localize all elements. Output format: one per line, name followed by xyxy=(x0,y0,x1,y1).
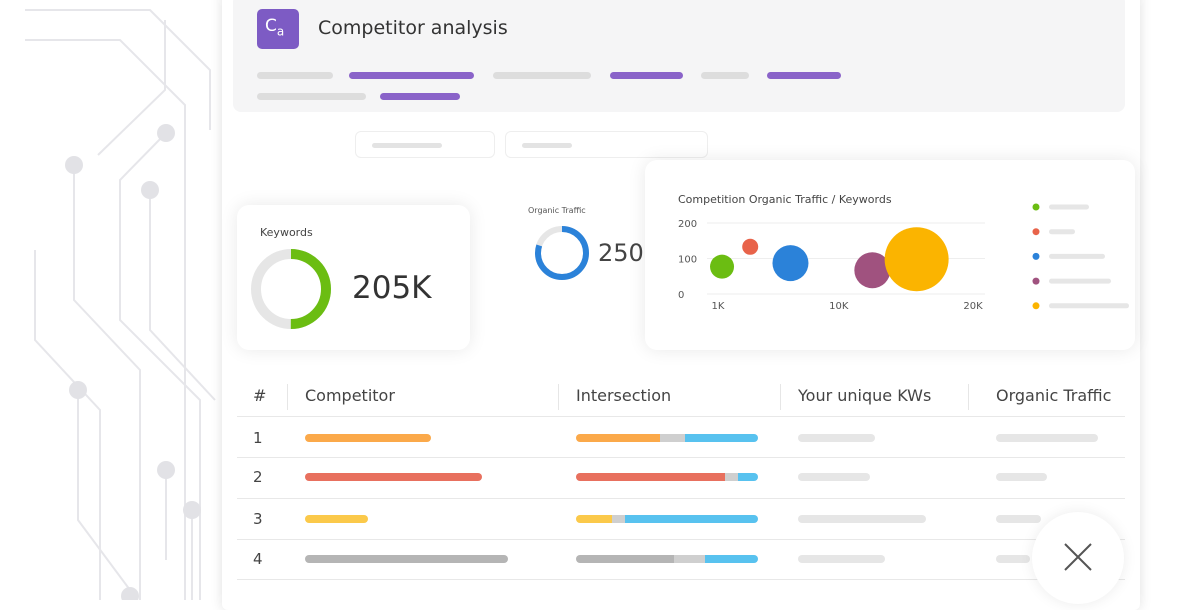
row-divider xyxy=(237,539,1125,540)
organic-traffic-placeholder xyxy=(996,515,1041,523)
legend-label-placeholder xyxy=(1049,278,1111,284)
intersection-segment xyxy=(625,515,758,523)
chart-title: Competition Organic Traffic / Keywords xyxy=(678,193,892,206)
unique-kws-placeholder xyxy=(798,515,926,523)
organic-traffic-placeholder xyxy=(996,473,1048,481)
close-button[interactable] xyxy=(1032,512,1124,604)
placeholder-bar xyxy=(701,72,749,79)
column-divider xyxy=(780,384,781,410)
legend-label-placeholder xyxy=(1049,204,1089,210)
legend-dot xyxy=(1032,228,1040,236)
keywords-label: Keywords xyxy=(260,226,313,239)
circuit-decoration xyxy=(25,9,216,600)
organic-traffic-label: Organic Traffic xyxy=(528,206,586,215)
row-number: 1 xyxy=(253,429,263,447)
organic-traffic-donut xyxy=(535,226,589,280)
intersection-segment xyxy=(576,434,660,442)
column-divider xyxy=(287,384,288,410)
intersection-segment xyxy=(685,434,758,442)
x-tick-label: 20K xyxy=(963,301,983,312)
filter-input[interactable] xyxy=(355,131,495,158)
intersection-segment xyxy=(674,555,706,563)
row-divider xyxy=(237,498,1125,499)
column-header-number: # xyxy=(253,386,267,405)
bubble[interactable] xyxy=(854,252,891,289)
unique-kws-placeholder xyxy=(798,473,870,481)
column-divider xyxy=(558,384,559,410)
tag-link[interactable] xyxy=(349,72,474,79)
intersection-segment xyxy=(705,555,758,563)
column-header-unique-kws[interactable]: Your unique KWs xyxy=(798,386,932,405)
bubble[interactable] xyxy=(742,238,759,255)
competitor-bar[interactable] xyxy=(305,473,483,481)
competitor-bar[interactable] xyxy=(305,434,432,442)
competitor-bar[interactable] xyxy=(305,555,508,563)
legend-dot xyxy=(1032,252,1040,260)
y-tick-label: 0 xyxy=(678,290,684,301)
legend-dot xyxy=(1032,203,1040,211)
keywords-donut xyxy=(251,249,331,329)
column-divider xyxy=(968,384,969,410)
legend-dot xyxy=(1032,277,1040,285)
placeholder-bar xyxy=(257,72,333,79)
placeholder-bar xyxy=(257,93,366,100)
column-header-competitor[interactable]: Competitor xyxy=(305,386,395,405)
bubble[interactable] xyxy=(772,245,809,282)
intersection-segment xyxy=(725,473,738,481)
intersection-segment xyxy=(576,555,675,563)
organic-traffic-placeholder xyxy=(996,434,1099,442)
bubble-chart: 200 100 0 1K 10K 20K xyxy=(678,203,1129,312)
x-tick-label: 1K xyxy=(712,301,725,312)
competitor-bar[interactable] xyxy=(305,515,369,523)
intersection-segment xyxy=(576,473,726,481)
row-number: 2 xyxy=(253,468,263,486)
tag-link[interactable] xyxy=(380,93,460,100)
organic-traffic-placeholder xyxy=(996,555,1031,563)
app-logo: Ca xyxy=(257,9,299,49)
y-tick-label: 200 xyxy=(678,219,697,230)
row-divider xyxy=(237,457,1125,458)
column-header-organic-traffic[interactable]: Organic Traffic xyxy=(996,386,1112,405)
legend-label-placeholder xyxy=(1049,229,1075,235)
y-tick-label: 100 xyxy=(678,255,697,266)
page-title: Competitor analysis xyxy=(318,17,508,39)
x-tick-label: 10K xyxy=(829,301,849,312)
legend-label-placeholder xyxy=(1049,253,1105,259)
keywords-value: 205K xyxy=(352,270,432,306)
intersection-segment xyxy=(659,434,686,442)
close-icon xyxy=(1064,543,1092,571)
intersection-segment xyxy=(576,515,613,523)
filter-input[interactable] xyxy=(505,131,708,158)
row-number: 4 xyxy=(253,550,263,568)
intersection-segment xyxy=(737,473,758,481)
placeholder-bar xyxy=(493,72,591,79)
bubble[interactable] xyxy=(710,254,735,279)
legend-label-placeholder xyxy=(1049,303,1129,309)
row-divider xyxy=(237,416,1125,417)
row-number: 3 xyxy=(253,510,263,528)
row-divider xyxy=(237,579,1125,580)
column-header-intersection[interactable]: Intersection xyxy=(576,386,672,405)
bubble[interactable] xyxy=(884,227,949,292)
intersection-segment xyxy=(612,515,626,523)
tag-link[interactable] xyxy=(767,72,841,79)
unique-kws-placeholder xyxy=(798,555,886,563)
legend-dot xyxy=(1032,302,1040,310)
tag-link[interactable] xyxy=(610,72,683,79)
unique-kws-placeholder xyxy=(798,434,875,442)
